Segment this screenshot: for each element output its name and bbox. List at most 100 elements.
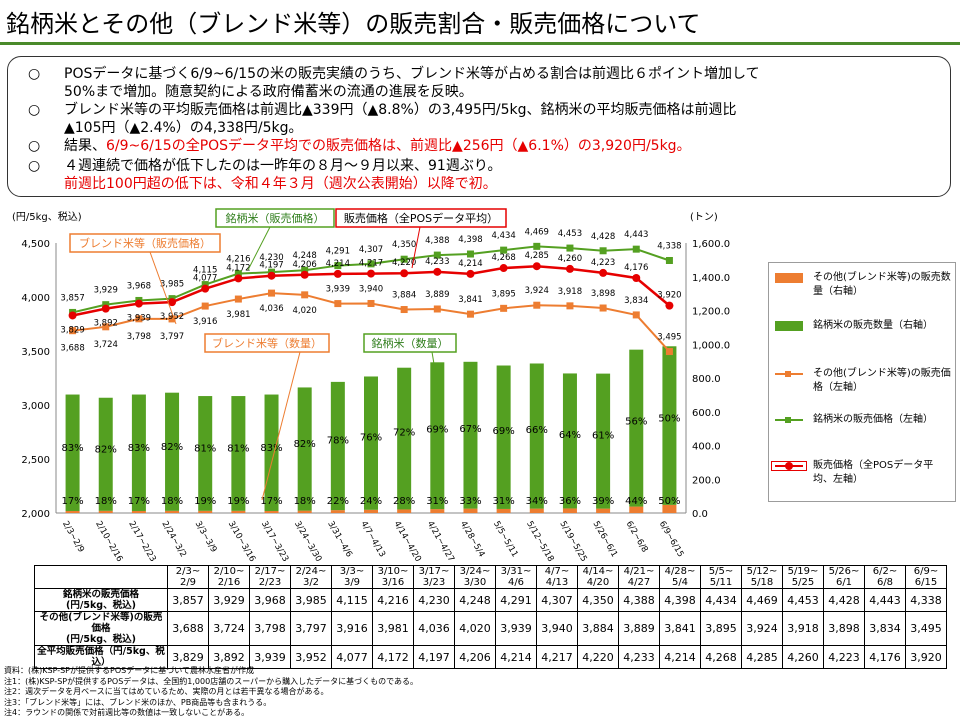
source-notes: 資料：(株)KSP-SPが提供するPOSデータに基づいて農林水産省が作成 注1：(… bbox=[4, 666, 418, 719]
blend-price-point bbox=[367, 299, 375, 307]
brand-price-label: 4,248 bbox=[293, 251, 317, 261]
callout-brand-price-box bbox=[215, 208, 335, 228]
brand-price-label: 4,469 bbox=[525, 227, 549, 237]
average-price-point bbox=[599, 268, 608, 277]
bullet-text: 前週比100円超の低下は、令和４年３月（週次公表開始）以降で初。 bbox=[64, 176, 497, 192]
table-cell: 3,688 bbox=[167, 611, 209, 646]
table-cell: 4,115 bbox=[331, 588, 373, 612]
blend-price-label: 3,841 bbox=[458, 295, 482, 305]
blend-price-point bbox=[566, 302, 574, 310]
header-line: 5/26~ bbox=[828, 566, 860, 577]
brand-price-point bbox=[201, 281, 209, 289]
bar-brand-quantity bbox=[231, 396, 246, 511]
bar-blend-quantity bbox=[198, 510, 213, 513]
table-cell: 4,214 bbox=[659, 645, 701, 669]
chart: 2,000 2,500 3,000 3,500 4,000 4,500 0.0 200.0 40… bbox=[21, 208, 730, 564]
left-tick-label: 3,500 bbox=[21, 347, 50, 358]
bar-percent-upper: 64% bbox=[559, 430, 581, 441]
right-tick-label: 600.0 bbox=[692, 408, 721, 419]
left-tick-label: 4,500 bbox=[21, 239, 50, 250]
brand-price-point bbox=[400, 255, 408, 263]
bar-percent-upper: 83% bbox=[61, 443, 83, 454]
average-price-label: 4,214 bbox=[326, 259, 350, 269]
blend-price-label: 3,924 bbox=[525, 286, 549, 296]
table-cell: 4,220 bbox=[577, 645, 619, 669]
brand-price-label: 4,350 bbox=[392, 240, 416, 250]
bar-percent-upper: 69% bbox=[493, 426, 515, 437]
average-price-label: 4,197 bbox=[259, 261, 283, 271]
x-tick-label: 3/10~3/16 bbox=[226, 520, 257, 564]
table-row: その他(ブレンド米等)の販売価格 (円/5kg、税込) 3,688 3,724 3,79… bbox=[34, 611, 947, 646]
table-header-cell: 6/9~ 6/15 bbox=[905, 565, 947, 589]
brand-price-point bbox=[566, 244, 574, 252]
legend-swatch bbox=[771, 461, 807, 471]
callout-blend-price-box bbox=[69, 233, 221, 253]
bar-percent-upper: 50% bbox=[658, 414, 680, 425]
average-price-point bbox=[168, 298, 177, 307]
table-cell: 4,350 bbox=[577, 588, 619, 612]
bar-blend-quantity bbox=[629, 506, 644, 513]
table-cell: 4,206 bbox=[454, 645, 496, 669]
bullet-line: ブレンド米等の平均販売価格は前週比▲339円（▲8.8%）の3,495円/5kg… bbox=[64, 101, 737, 119]
blend-price-label: 3,798 bbox=[127, 332, 151, 342]
blend-price-label: 3,940 bbox=[359, 284, 383, 294]
average-price-point bbox=[300, 270, 309, 279]
x-tick-label: 5/26~6/1 bbox=[591, 520, 620, 560]
blend-price-point bbox=[135, 315, 143, 323]
bar-percent-lower: 17% bbox=[260, 496, 282, 507]
legend-swatch bbox=[775, 371, 803, 377]
bar-percent-lower: 17% bbox=[61, 496, 83, 507]
table-header-cell: 2/10~ 2/16 bbox=[208, 565, 250, 589]
average-price-point bbox=[665, 301, 674, 310]
bullet-text: ▲105円（▲2.4%）の4,338円/5kg。 bbox=[64, 120, 303, 136]
table-cell: 4,453 bbox=[782, 588, 824, 612]
blend-price-label: 3,797 bbox=[160, 332, 184, 342]
header-line: 4/6 bbox=[507, 577, 525, 588]
title-underline bbox=[0, 42, 960, 45]
table-header-cell: 3/24~ 3/30 bbox=[454, 565, 496, 589]
brand-price-label: 3,968 bbox=[127, 281, 151, 291]
header-line: 2/3~ bbox=[175, 566, 201, 577]
right-tick-label: 1,000.0 bbox=[692, 340, 730, 351]
table-cell: 4,260 bbox=[782, 645, 824, 669]
x-tick-label: 5/5~5/11 bbox=[491, 520, 520, 560]
bar-percent-lower: 44% bbox=[625, 496, 647, 507]
blend-price-point bbox=[334, 300, 342, 308]
bar-percent-upper: 81% bbox=[227, 444, 249, 455]
blend-price-label: 3,939 bbox=[326, 285, 350, 295]
table-cell: 3,892 bbox=[208, 645, 250, 669]
header-line: 5/11 bbox=[709, 577, 733, 588]
bar-brand-quantity bbox=[629, 349, 644, 507]
average-price-label: 4,233 bbox=[425, 257, 449, 267]
right-tick-label: 1,600.0 bbox=[692, 239, 730, 250]
blend-price-label: 3,918 bbox=[558, 287, 582, 297]
bar-brand-quantity bbox=[165, 392, 180, 511]
blend-price-point bbox=[632, 311, 640, 319]
table-cell: 4,398 bbox=[659, 588, 701, 612]
header-line: 6/8 bbox=[876, 577, 894, 588]
brand-price-label: 4,307 bbox=[359, 245, 383, 255]
table-cell: 4,217 bbox=[536, 645, 578, 669]
blend-price-point bbox=[301, 291, 309, 299]
bar-percent-lower: 39% bbox=[592, 496, 614, 507]
table-row: 全平均販売価格（円/5kg、税 込） 3,829 3,892 3,939 3,952 4,0… bbox=[34, 645, 947, 669]
blend-price-point bbox=[268, 289, 276, 297]
table-header-cell: 5/26~ 6/1 bbox=[823, 565, 865, 589]
callout-average-price-pointer bbox=[411, 226, 421, 269]
bar-brand-quantity bbox=[330, 381, 345, 511]
bar-brand-quantity bbox=[397, 367, 412, 510]
bar-percent-lower: 33% bbox=[459, 496, 481, 507]
bar-blend-quantity bbox=[662, 504, 677, 513]
brand-price-point bbox=[334, 262, 342, 270]
average-price-point bbox=[68, 311, 77, 320]
average-price-label: 4,285 bbox=[525, 251, 549, 261]
blend-price-point bbox=[69, 327, 77, 335]
left-tick-label: 4,000 bbox=[21, 293, 50, 304]
blend-price-point bbox=[433, 305, 441, 313]
bullet-text: 6/9~6/15の全POSデータ平均での販売価格は、前週比▲256円（▲6.1%… bbox=[106, 138, 691, 154]
bar-percent-upper: 78% bbox=[327, 436, 349, 447]
bar-percent-lower: 31% bbox=[426, 496, 448, 507]
table-cell: 3,895 bbox=[700, 611, 742, 646]
bar-percent-upper: 72% bbox=[393, 427, 415, 438]
table-header-cell: 4/7~ 4/13 bbox=[536, 565, 578, 589]
